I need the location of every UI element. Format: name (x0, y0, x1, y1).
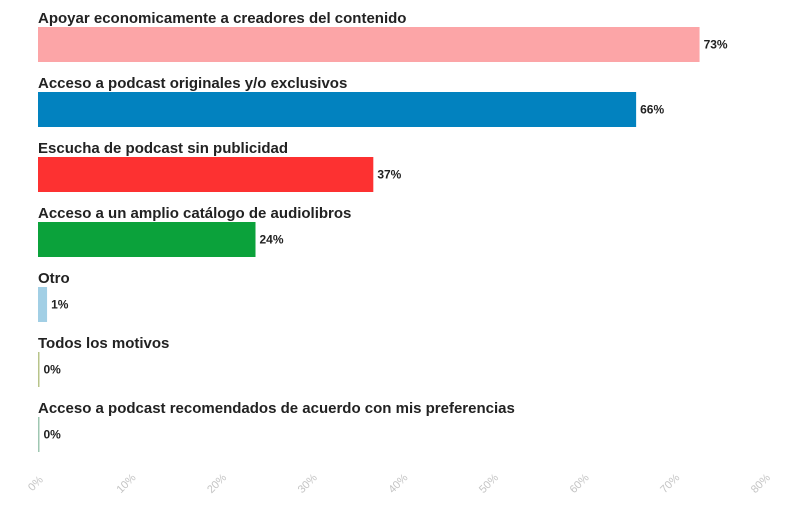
category-label: Acceso a podcast originales y/o exclusiv… (38, 75, 347, 92)
bar (38, 27, 700, 62)
category-label: Todos los motivos (38, 335, 169, 352)
x-tick-label: 80% (749, 472, 773, 496)
bar (38, 222, 256, 257)
x-axis: 0% 10% 20% 30% 40% 50% 60% 70% 80% (26, 472, 773, 496)
bar (38, 92, 637, 127)
category-label: Otro (38, 270, 70, 287)
value-label: 0% (44, 428, 62, 442)
x-tick-label: 10% (114, 472, 138, 496)
category-label: Acceso a un amplio catálogo de audiolibr… (38, 205, 351, 222)
value-label: 73% (704, 38, 728, 52)
value-label: 37% (377, 168, 401, 182)
x-tick-label: 40% (386, 472, 410, 496)
bars-layer (38, 27, 700, 452)
value-label: 66% (640, 103, 664, 117)
value-label: 24% (260, 233, 284, 247)
bar (38, 157, 374, 192)
x-tick-label: 50% (477, 472, 501, 496)
x-tick-label: 30% (296, 472, 320, 496)
bar (38, 352, 40, 387)
labels-layer: Apoyar economicamente a creadores del co… (38, 10, 728, 442)
category-label: Escucha de podcast sin publicidad (38, 140, 288, 157)
value-label: 0% (44, 363, 62, 377)
x-tick-label: 70% (658, 472, 682, 496)
category-label: Acceso a podcast recomendados de acuerdo… (38, 400, 515, 417)
bar (38, 417, 40, 452)
x-tick-label: 20% (205, 472, 229, 496)
category-label: Apoyar economicamente a creadores del co… (38, 10, 406, 27)
x-tick-label: 60% (568, 472, 592, 496)
value-label: 1% (51, 298, 69, 312)
bar (38, 287, 48, 322)
x-tick-label: 0% (26, 474, 46, 494)
